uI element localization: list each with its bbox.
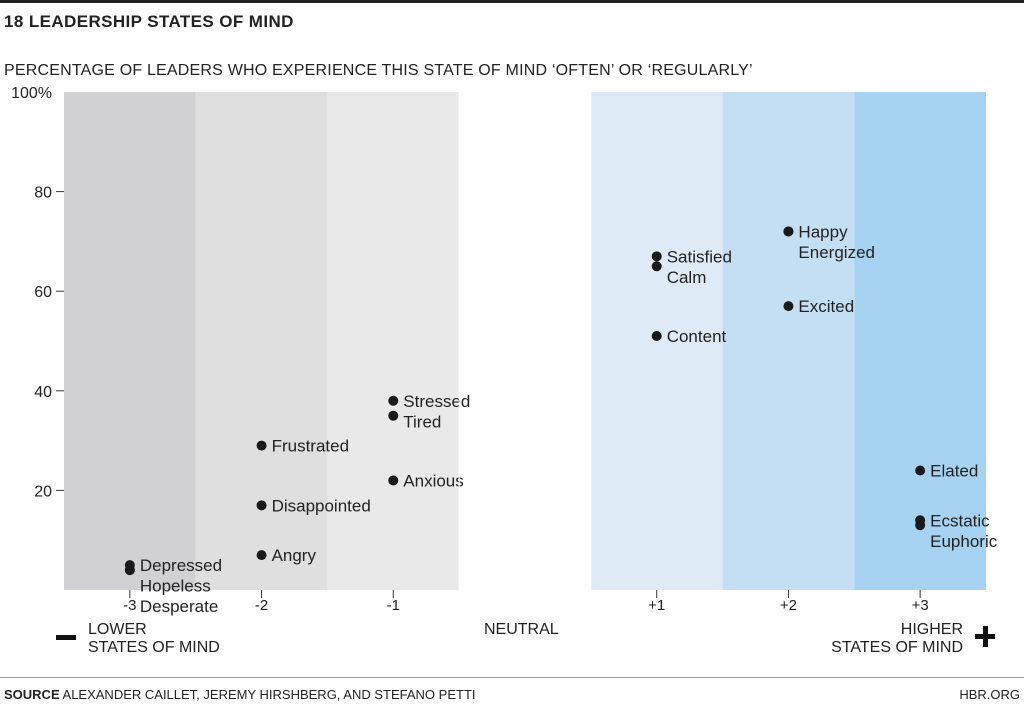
y-tick-label-0: 20 bbox=[34, 483, 52, 500]
chart-title: 18 LEADERSHIP STATES OF MIND bbox=[4, 12, 294, 31]
x-tick-label-1: -2 bbox=[255, 597, 268, 614]
point-label-satisfied: Satisfied bbox=[667, 247, 732, 266]
point-label-calm: Calm bbox=[667, 268, 707, 287]
x-tick-label-2: -1 bbox=[387, 597, 400, 614]
point-satisfied bbox=[651, 251, 662, 262]
point-label-excited: Excited bbox=[798, 297, 854, 316]
point-desperate bbox=[124, 565, 135, 576]
lower-caption-line2: STATES OF MIND bbox=[88, 639, 220, 656]
point-label-disappointed: Disappointed bbox=[272, 496, 371, 515]
point-label-depressed: Depressed bbox=[140, 556, 222, 575]
band-2 bbox=[327, 92, 460, 590]
point-energized bbox=[783, 226, 794, 237]
point-label-euphoric: Euphoric bbox=[930, 532, 998, 551]
point-angry bbox=[256, 550, 267, 561]
band-0 bbox=[64, 92, 196, 590]
top-rule bbox=[0, 0, 1024, 3]
point-label-content: Content bbox=[667, 327, 727, 346]
credit-hbr: HBR.ORG bbox=[959, 687, 1020, 702]
point-anxious bbox=[388, 475, 399, 486]
plus-icon-vertical bbox=[983, 626, 988, 647]
point-elated bbox=[915, 465, 926, 476]
footer-rule bbox=[0, 677, 1024, 678]
point-tired bbox=[388, 410, 399, 421]
lower-caption-line1: LOWER bbox=[88, 621, 147, 638]
higher-caption-line2: STATES OF MIND bbox=[831, 639, 963, 656]
point-label-anxious: Anxious bbox=[403, 471, 463, 490]
point-stressed bbox=[388, 395, 399, 406]
point-label-hopeless: Hopeless bbox=[140, 577, 211, 596]
point-label-angry: Angry bbox=[272, 546, 317, 565]
source-note: SOURCE ALEXANDER CAILLET, JEREMY HIRSHBE… bbox=[4, 687, 476, 702]
chart-subtitle: PERCENTAGE OF LEADERS WHO EXPERIENCE THI… bbox=[4, 62, 753, 79]
point-label-frustrated: Frustrated bbox=[272, 437, 349, 456]
x-tick-label-5: +3 bbox=[912, 597, 929, 614]
point-label-elated: Elated bbox=[930, 461, 978, 480]
point-euphoric bbox=[915, 520, 926, 531]
point-label-energized: Energized bbox=[798, 243, 875, 262]
higher-caption-line1: HIGHER bbox=[900, 621, 963, 638]
point-frustrated bbox=[256, 440, 267, 451]
y-tick-label-3: 80 bbox=[34, 185, 52, 202]
point-calm bbox=[651, 261, 662, 272]
source-text: ALEXANDER CAILLET, JEREMY HIRSHBERG, AND… bbox=[59, 687, 476, 702]
point-label-happy: Happy bbox=[798, 222, 848, 241]
band-4 bbox=[722, 92, 855, 590]
point-label-stressed: Stressed bbox=[403, 392, 470, 411]
point-label-ecstatic: Ecstatic bbox=[930, 511, 990, 530]
minus-icon bbox=[56, 635, 76, 640]
x-tick-label-3: +1 bbox=[648, 597, 665, 614]
x-tick-label-0: -3 bbox=[123, 597, 136, 614]
y-tick-label-4: 100% bbox=[11, 85, 52, 102]
point-label-desperate: Desperate bbox=[140, 597, 218, 616]
neutral-caption: NEUTRAL bbox=[484, 621, 559, 638]
x-tick-label-4: +2 bbox=[780, 597, 797, 614]
point-disappointed bbox=[256, 500, 267, 511]
band-5 bbox=[854, 92, 986, 590]
source-label: SOURCE bbox=[4, 687, 60, 702]
point-content bbox=[651, 331, 662, 342]
y-tick-label-1: 40 bbox=[34, 384, 52, 401]
point-label-tired: Tired bbox=[403, 412, 441, 431]
point-excited bbox=[783, 301, 794, 312]
y-tick-label-2: 60 bbox=[34, 284, 52, 301]
